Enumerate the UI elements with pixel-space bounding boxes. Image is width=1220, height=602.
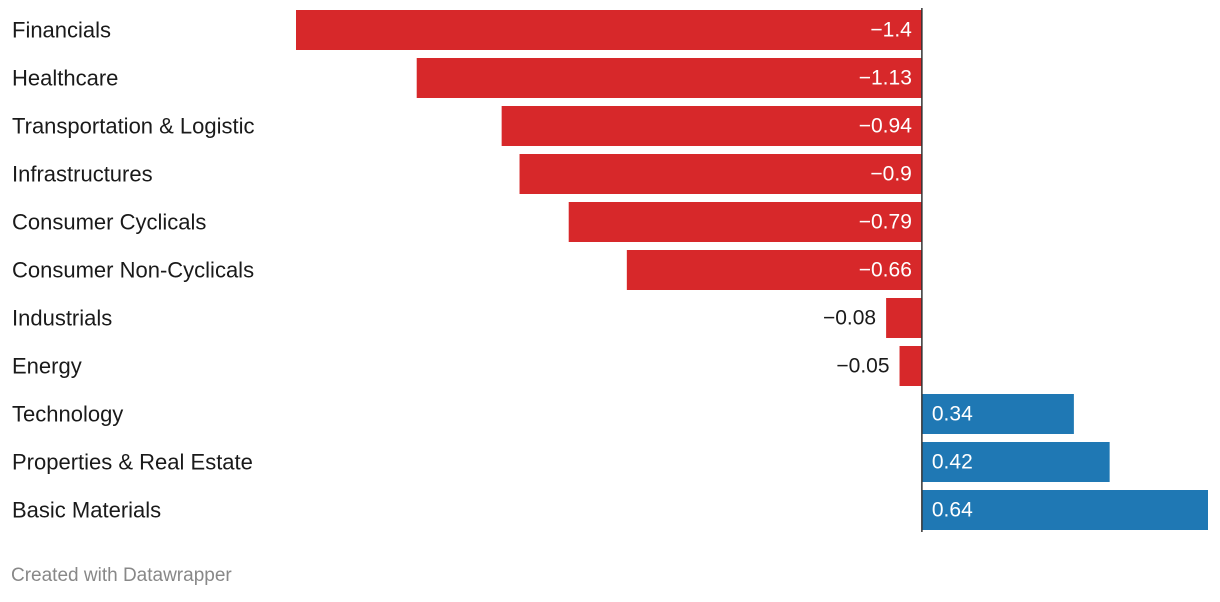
value-label-industrials: −0.08 [823,307,876,330]
category-label-transportation-and-logistic: Transportation & Logistic [12,114,255,139]
value-label-consumer-non-cyclicals: −0.66 [859,259,912,282]
value-label-infrastructures: −0.9 [870,163,911,186]
value-label-technology: 0.34 [932,403,973,426]
value-labels: −1.4 −1.13 −0.94 −0.9 −0.79 −0.66 −0.08 −0.05 0.… [823,19,973,522]
category-label-properties-and-real-estate: Properties & Real Estate [12,450,253,475]
bar-energy [899,346,922,386]
value-label-energy: −0.05 [836,355,889,378]
bar-financials [296,10,922,50]
category-label-basic-materials: Basic Materials [12,498,161,523]
bar-basic-materials [921,490,1208,530]
category-label-consumer-cyclicals: Consumer Cyclicals [12,210,206,235]
category-label-consumer-non-cyclicals: Consumer Non-Cyclicals [12,258,254,283]
bar-technology [921,394,1074,434]
bar-consumer-non-cyclicals [626,250,922,290]
bar-chart: Financials Healthcare Transportation & Log… [12,8,1208,532]
category-label-healthcare: Healthcare [12,66,118,91]
credit-text: Created with Datawrapper [11,565,232,586]
category-label-industrials: Industrials [12,306,112,331]
bar-consumer-cyclicals [568,202,922,242]
value-label-basic-materials: 0.64 [932,499,973,522]
bar-healthcare [416,58,922,98]
value-label-consumer-cyclicals: −0.79 [859,211,912,234]
value-label-properties-and-real-estate: 0.42 [932,451,973,474]
bar-industrials [886,298,922,338]
bars [296,10,1208,530]
category-label-infrastructures: Infrastructures [12,162,153,187]
category-label-technology: Technology [12,402,123,427]
bar-properties-and-real-estate [921,442,1110,482]
value-label-transportation-and-logistic: −0.94 [859,115,912,138]
value-label-healthcare: −1.13 [859,67,912,90]
bar-infrastructures [519,154,922,194]
bar-transportation-and-logistic [501,106,922,146]
value-label-financials: −1.4 [870,19,912,42]
category-labels: Financials Healthcare Transportation & Log… [12,18,255,523]
category-label-financials: Financials [12,18,111,43]
category-label-energy: Energy [12,354,82,379]
